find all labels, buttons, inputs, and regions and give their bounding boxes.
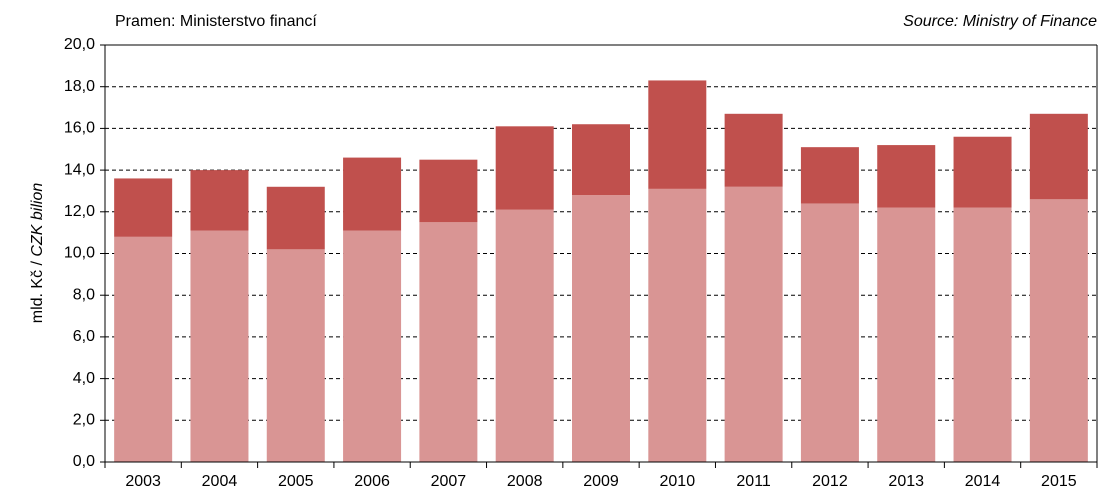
bar-segment — [1029, 199, 1088, 463]
bar-segment — [877, 207, 936, 462]
bar-segment — [419, 159, 478, 223]
x-tick-label: 2007 — [431, 473, 467, 490]
y-tick-label: 6,0 — [73, 328, 95, 345]
x-tick-label: 2011 — [736, 473, 771, 490]
bar-segment — [1029, 113, 1088, 200]
x-tick-label: 2010 — [660, 473, 696, 490]
y-tick-label: 0,0 — [73, 453, 95, 470]
x-tick-label: 2015 — [1041, 473, 1077, 490]
x-tick-label: 2014 — [965, 473, 1001, 490]
bar-segment — [190, 170, 249, 231]
x-tick-label: 2013 — [888, 473, 924, 490]
bar-segment — [572, 124, 630, 196]
y-tick-label: 14,0 — [64, 161, 95, 178]
y-tick-label: 10,0 — [64, 245, 95, 262]
bar-segment — [953, 136, 1012, 208]
bar-segment — [343, 157, 402, 231]
bar-segment — [877, 145, 936, 208]
bar-segment — [572, 195, 630, 462]
bar-segment — [190, 230, 249, 462]
y-tick-label: 12,0 — [64, 203, 95, 220]
bar-segment — [114, 178, 173, 237]
y-axis-label-en: CZK bilion — [29, 183, 46, 257]
y-axis-label: mld. Kč / CZK bilion — [29, 183, 46, 324]
bar-segment — [266, 186, 325, 250]
y-tick-label: 16,0 — [64, 120, 95, 137]
bar-segment — [266, 249, 325, 462]
bar-segment — [800, 203, 859, 462]
bar-segment — [648, 80, 707, 189]
bar-segment — [724, 186, 783, 462]
y-tick-label: 20,0 — [64, 36, 95, 53]
bar-segment — [724, 113, 783, 187]
x-tick-label: 2009 — [583, 473, 619, 490]
bar-segment — [419, 222, 478, 462]
x-tick-label: 2006 — [354, 473, 390, 490]
y-tick-label: 2,0 — [73, 412, 95, 429]
bar-segment — [495, 126, 554, 210]
bar-segment — [343, 230, 402, 462]
bar-segment — [114, 236, 173, 462]
y-axis-label-cs: mld. Kč / — [29, 257, 46, 324]
y-tick-label: 18,0 — [64, 78, 95, 95]
y-tick-label: 8,0 — [73, 286, 95, 303]
x-tick-label: 2004 — [202, 473, 238, 490]
bar-segment — [953, 207, 1012, 462]
source-cs: Pramen: Ministerstvo financí — [115, 13, 317, 30]
bar-segment — [800, 147, 859, 204]
source-en: Source: Ministry of Finance — [903, 13, 1097, 30]
x-tick-label: 2005 — [278, 473, 314, 490]
bar-segment — [648, 188, 707, 463]
bar-segment — [495, 209, 554, 462]
x-tick-label: 2003 — [125, 473, 161, 490]
x-tick-label: 2008 — [507, 473, 543, 490]
y-tick-label: 4,0 — [73, 370, 95, 387]
x-tick-label: 2012 — [812, 473, 848, 490]
